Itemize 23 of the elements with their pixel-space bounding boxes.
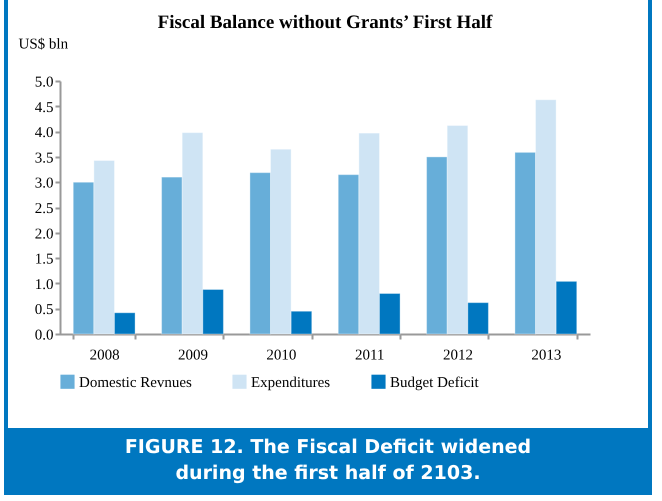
legend-label: Domestic Revnues	[79, 374, 192, 391]
y-axis-title: US$ bln	[18, 36, 69, 52]
y-tick-label: 4.0	[34, 125, 54, 142]
caption: FIGURE 12. The Fiscal Deficit widened during the first half of 2103.	[8, 428, 648, 495]
y-tick-label: 2.5	[34, 201, 54, 217]
x-tick-label: 2009	[178, 348, 208, 364]
legend-label: Budget Deficit	[390, 374, 480, 391]
y-tick-label: 3.5	[34, 150, 54, 166]
y-tick-label: 1.0	[34, 276, 54, 293]
y-tick-label: 0.5	[34, 302, 54, 318]
y-tick-label: 4.5	[34, 100, 54, 116]
y-tick-label: 0.0	[34, 328, 54, 344]
y-tick-label: 5.0	[34, 74, 54, 90]
y-tick-label: 2.0	[34, 226, 54, 242]
legend-label: Expenditures	[251, 374, 330, 391]
x-tick-label: 2010	[266, 348, 296, 364]
x-tick-label: 2008	[90, 348, 120, 364]
chart-title: Fiscal Balance without Grants’ First Half	[158, 12, 494, 33]
x-tick-label: 2011	[354, 348, 384, 364]
y-tick-label: 1.5	[34, 252, 54, 268]
y-tick-label: 3.0	[34, 176, 54, 192]
x-tick-label: 2012	[443, 348, 473, 364]
x-tick-label: 2013	[531, 348, 562, 364]
